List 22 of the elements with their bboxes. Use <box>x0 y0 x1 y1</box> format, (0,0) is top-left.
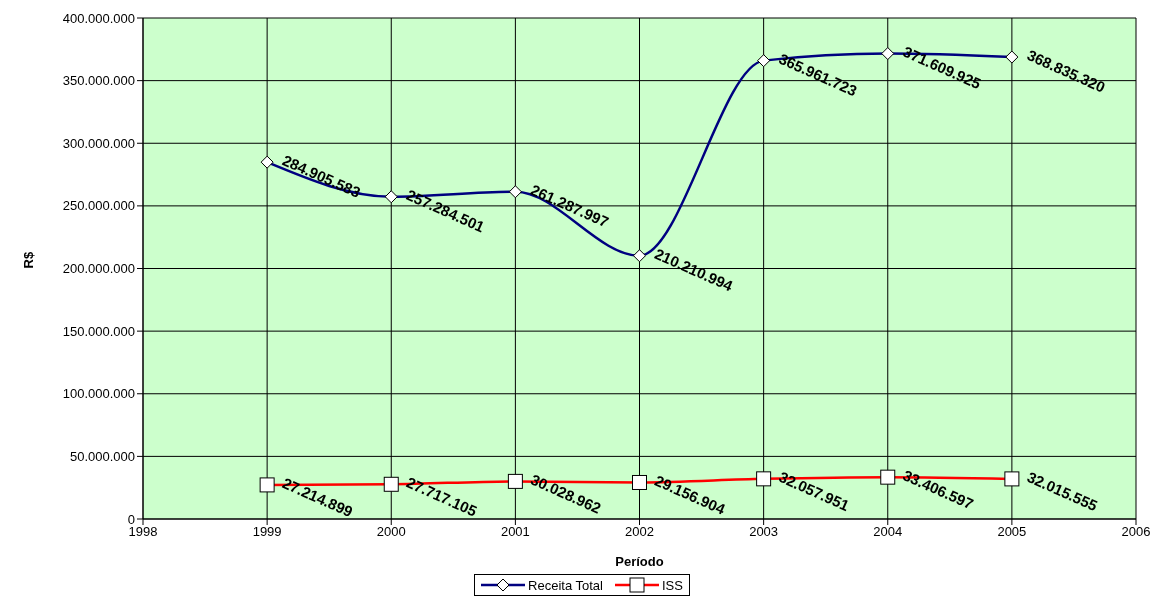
y-tick-label: 250.000.000 <box>62 198 135 214</box>
y-tick-label: 400.000.000 <box>62 10 135 26</box>
x-tick-label: 1998 <box>128 524 158 540</box>
legend-label: ISS <box>660 577 683 593</box>
x-tick-label: 2005 <box>997 524 1027 540</box>
x-tick-label: 2001 <box>500 524 530 540</box>
y-tick-label: 100.000.000 <box>62 386 135 402</box>
y-tick-label: 200.000.000 <box>62 261 135 277</box>
y-tick-label: 50.000.000 <box>69 448 135 464</box>
y-axis-title: R$ <box>20 251 36 269</box>
x-tick-label: 2006 <box>1121 524 1151 540</box>
x-axis-title: Período <box>615 554 664 569</box>
x-tick-label: 2003 <box>749 524 779 540</box>
x-tick-label: 2002 <box>625 524 654 540</box>
x-tick-label: 2004 <box>873 524 903 540</box>
y-tick-label: 350.000.000 <box>62 73 135 89</box>
x-tick-label: 2000 <box>376 524 406 540</box>
y-tick-label: 300.000.000 <box>62 135 135 151</box>
y-tick-label: 0 <box>127 511 135 527</box>
y-tick-label: 150.000.000 <box>62 323 135 339</box>
x-tick-label: 1999 <box>252 524 282 540</box>
legend-label: Receita Total <box>527 577 603 593</box>
